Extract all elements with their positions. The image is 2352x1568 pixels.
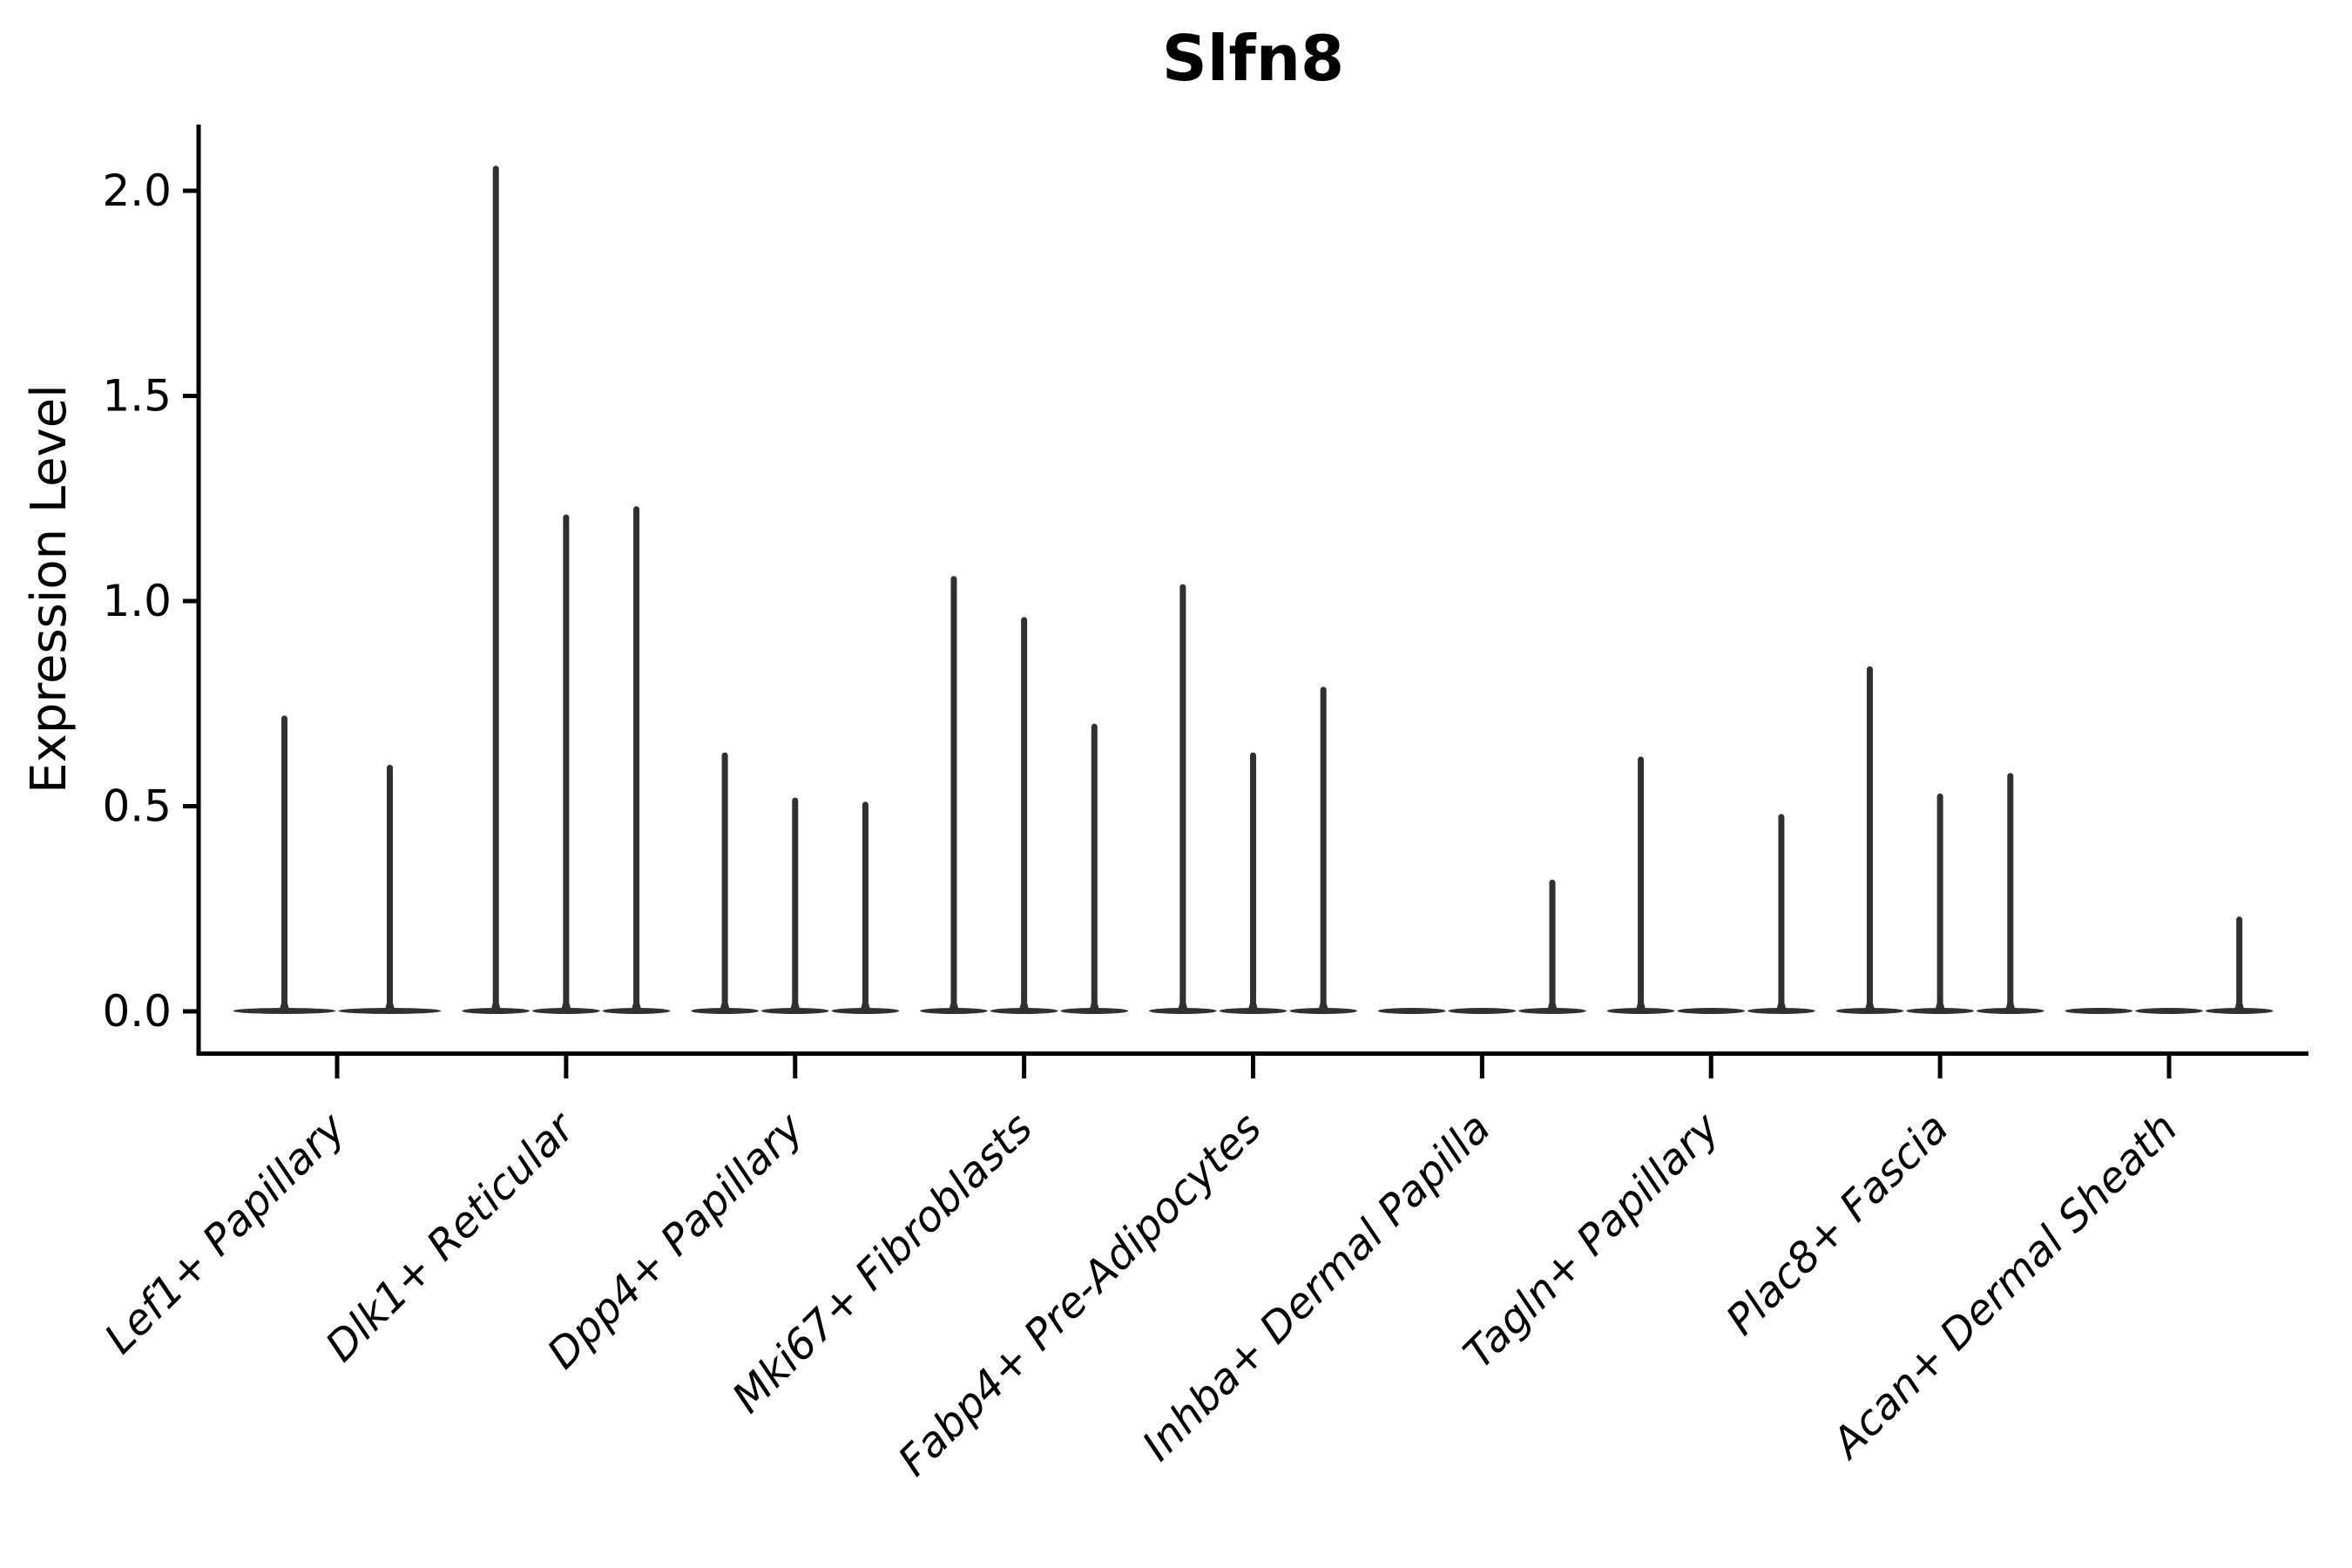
y-tick-label: 2.0 [102, 166, 172, 216]
violin-base [1448, 1008, 1517, 1014]
violin-base [1377, 1008, 1446, 1014]
violin-spike-flare [720, 991, 731, 1011]
x-tick-label: Lef1+ Papillary [95, 1103, 355, 1363]
x-tick-label: Tagln+ Papillary [1455, 1103, 1730, 1378]
violin-base [2065, 1008, 2133, 1014]
violin-base [2135, 1008, 2203, 1014]
violin-spike-flare [631, 991, 642, 1011]
x-tick-label: Plac8+ Fascia [1717, 1104, 1958, 1345]
violin-spike-flare [1635, 991, 1646, 1011]
violin-spike-flare [1247, 991, 1259, 1011]
violin-spike-flare [1547, 991, 1558, 1011]
violin-spike-flare [1864, 991, 1876, 1011]
violin-spike-flare [860, 991, 871, 1011]
violin-spike-flare [490, 991, 502, 1011]
violin-spike-flare [1318, 991, 1329, 1011]
x-tick-label: Dlk1+ Reticular [316, 1102, 586, 1372]
violin-base [1677, 1008, 1746, 1014]
y-tick-label: 0.0 [102, 986, 172, 1037]
violin-spike-flare [2234, 991, 2245, 1011]
violin-spike-flare [789, 991, 801, 1011]
x-tick-label: Dpp4+ Papillary [538, 1103, 814, 1378]
violin-spike-flare [1775, 991, 1787, 1011]
x-tick-label: Fabp4+ Pre-Adipocytes [889, 1104, 1271, 1486]
violin-spike-flare [1935, 991, 1946, 1011]
y-tick-label: 1.5 [102, 371, 172, 422]
violin-spike-flare [948, 991, 959, 1011]
violin-spike-flare [1018, 991, 1030, 1011]
violin-spike-flare [384, 991, 395, 1011]
y-tick-label: 1.0 [102, 576, 172, 626]
y-tick-label: 0.5 [102, 781, 172, 832]
violin-spike-flare [1089, 991, 1100, 1011]
violin-spike-flare [2004, 991, 2016, 1011]
violin-spike-flare [1177, 991, 1188, 1011]
violin-spike-flare [560, 991, 571, 1011]
plot-title: Slfn8 [1161, 22, 1345, 95]
violin-spike-flare [279, 991, 290, 1011]
